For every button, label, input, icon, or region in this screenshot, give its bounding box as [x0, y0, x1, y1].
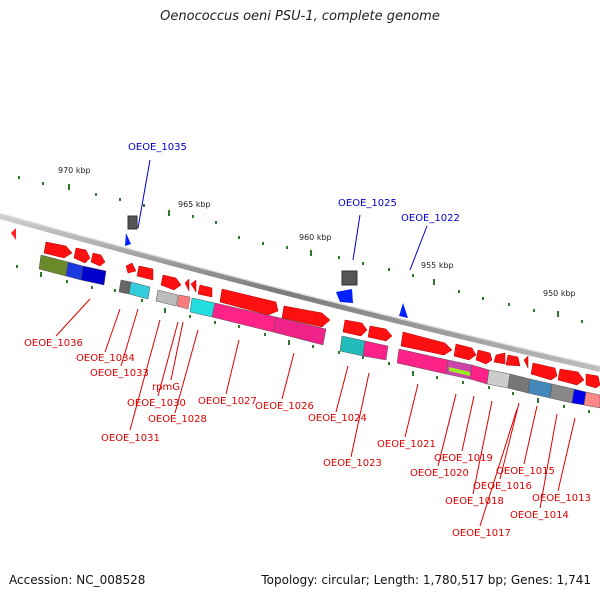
tick-label-970: 970 kbp: [58, 166, 91, 175]
accession-label: Accession: NC_008528: [9, 573, 146, 587]
gene-label-oeoe-1022: OEOE_1022: [401, 213, 460, 224]
gene-label-oeoe-1030: OEOE_1030: [127, 398, 186, 409]
forward-gene-arrows: [43, 241, 600, 389]
feature-left-edge: [11, 228, 16, 240]
gene-label-oeoe-1034: OEOE_1034: [76, 353, 135, 364]
gene-label-rpmg: rpmG: [152, 382, 180, 393]
gene-label-oeoe-1019: OEOE_1019: [434, 453, 493, 464]
gene-block-lime: [449, 367, 470, 376]
gene-label-oeoe-1027: OEOE_1027: [198, 396, 257, 407]
gene-label-oeoe-1023: OEOE_1023: [323, 458, 382, 469]
leader-lines: [55, 159, 576, 527]
tick-label-965: 965 kbp: [178, 200, 211, 209]
gene-label-oeoe-1017: OEOE_1017: [452, 528, 511, 539]
gene-label-oeoe-1016: OEOE_1016: [473, 481, 532, 492]
gene-label-oeoe-1025: OEOE_1025: [338, 198, 397, 209]
gene-label-oeoe-1018: OEOE_1018: [445, 496, 504, 507]
gene-label-oeoe-1031: OEOE_1031: [101, 433, 160, 444]
diagram-title: Oenococcus oeni PSU-1, complete genome: [160, 9, 440, 24]
gene-label-oeoe-1024: OEOE_1024: [308, 413, 367, 424]
gene-label-oeoe-1020: OEOE_1020: [410, 468, 469, 479]
gene-label-oeoe-1015: OEOE_1015: [496, 466, 555, 477]
gene-oeoe-1025-arrow: [336, 289, 353, 303]
gene-label-oeoe-1014: OEOE_1014: [510, 510, 569, 521]
genome-backbone: [0, 213, 600, 372]
genome-info-label: Topology: circular; Length: 1,780,517 bp…: [261, 573, 591, 587]
gene-oeoe-1025-bar: [341, 270, 358, 286]
gene-label-oeoe-1026: OEOE_1026: [255, 401, 314, 412]
gene-label-oeoe-1013: OEOE_1013: [532, 493, 591, 504]
gene-oeoe-1035-arrow: [125, 233, 131, 246]
tick-label-955: 955 kbp: [421, 261, 454, 270]
gene-label-oeoe-1033: OEOE_1033: [90, 368, 149, 379]
gene-oeoe-1022-arrow: [399, 303, 408, 318]
gene-label-oeoe-1028: OEOE_1028: [148, 414, 207, 425]
gene-label-oeoe-1035: OEOE_1035: [128, 142, 187, 153]
inner-tick-ring: [16, 265, 590, 413]
outer-dot-ring: [18, 176, 583, 323]
gene-label-oeoe-1021: OEOE_1021: [377, 439, 436, 450]
gene-oeoe-1035-bar: [127, 215, 138, 230]
gene-blocks: [38, 254, 600, 409]
tick-label-960: 960 kbp: [299, 233, 332, 242]
tick-label-950: 950 kbp: [543, 289, 576, 298]
gene-label-oeoe-1036: OEOE_1036: [24, 338, 83, 349]
